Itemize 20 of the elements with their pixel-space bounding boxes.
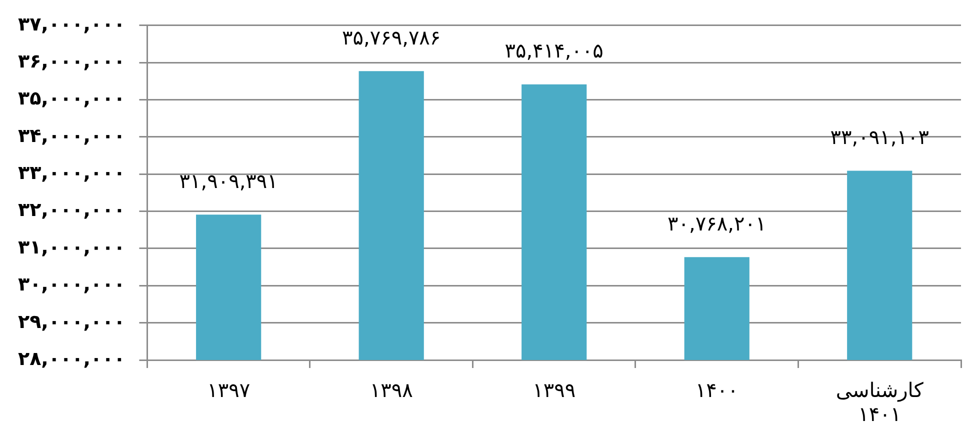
- y-tick-label: ۳۲,۰۰۰,۰۰۰: [18, 199, 126, 222]
- data-label: ۳۳,۰۹۱,۱۰۳: [830, 124, 930, 149]
- x-tick-label: ۱۳۹۸: [370, 378, 414, 402]
- y-tick-label: ۳۰,۰۰۰,۰۰۰: [18, 274, 126, 296]
- y-tick-label: ۳۳,۰۰۰,۰۰۰: [18, 162, 126, 184]
- data-label: ۳۵,۴۱۴,۰۰۵: [504, 38, 604, 63]
- data-label: ۳۱,۹۰۹,۳۹۱: [179, 168, 278, 193]
- x-tick-label: ۱۳۹۹: [532, 378, 576, 402]
- x-tick-label: ۱۴۰۰: [695, 378, 738, 402]
- y-tick-label: ۳۴,۰۰۰,۰۰۰: [18, 124, 126, 147]
- x-tick-label: ۱۳۹۷: [207, 378, 250, 402]
- y-tick-label: ۳۵,۰۰۰,۰۰۰: [18, 88, 126, 110]
- y-tick-label: ۳۶,۰۰۰,۰۰۰: [18, 50, 126, 73]
- y-tick-label: ۳۷,۰۰۰,۰۰۰: [18, 13, 126, 36]
- data-label: ۳۵,۷۶۹,۷۸۶: [342, 25, 441, 50]
- x-tick-label: کارشناسی ۱۴۰۱: [836, 378, 924, 426]
- y-tick-label: ۲۹,۰۰۰,۰۰۰: [18, 310, 126, 333]
- y-tick-label: ۲۸,۰۰۰,۰۰۰: [18, 348, 126, 370]
- data-label: ۳۰,۷۶۸,۲۰۱: [668, 211, 766, 236]
- y-tick-label: ۳۱,۰۰۰,۰۰۰: [18, 236, 126, 258]
